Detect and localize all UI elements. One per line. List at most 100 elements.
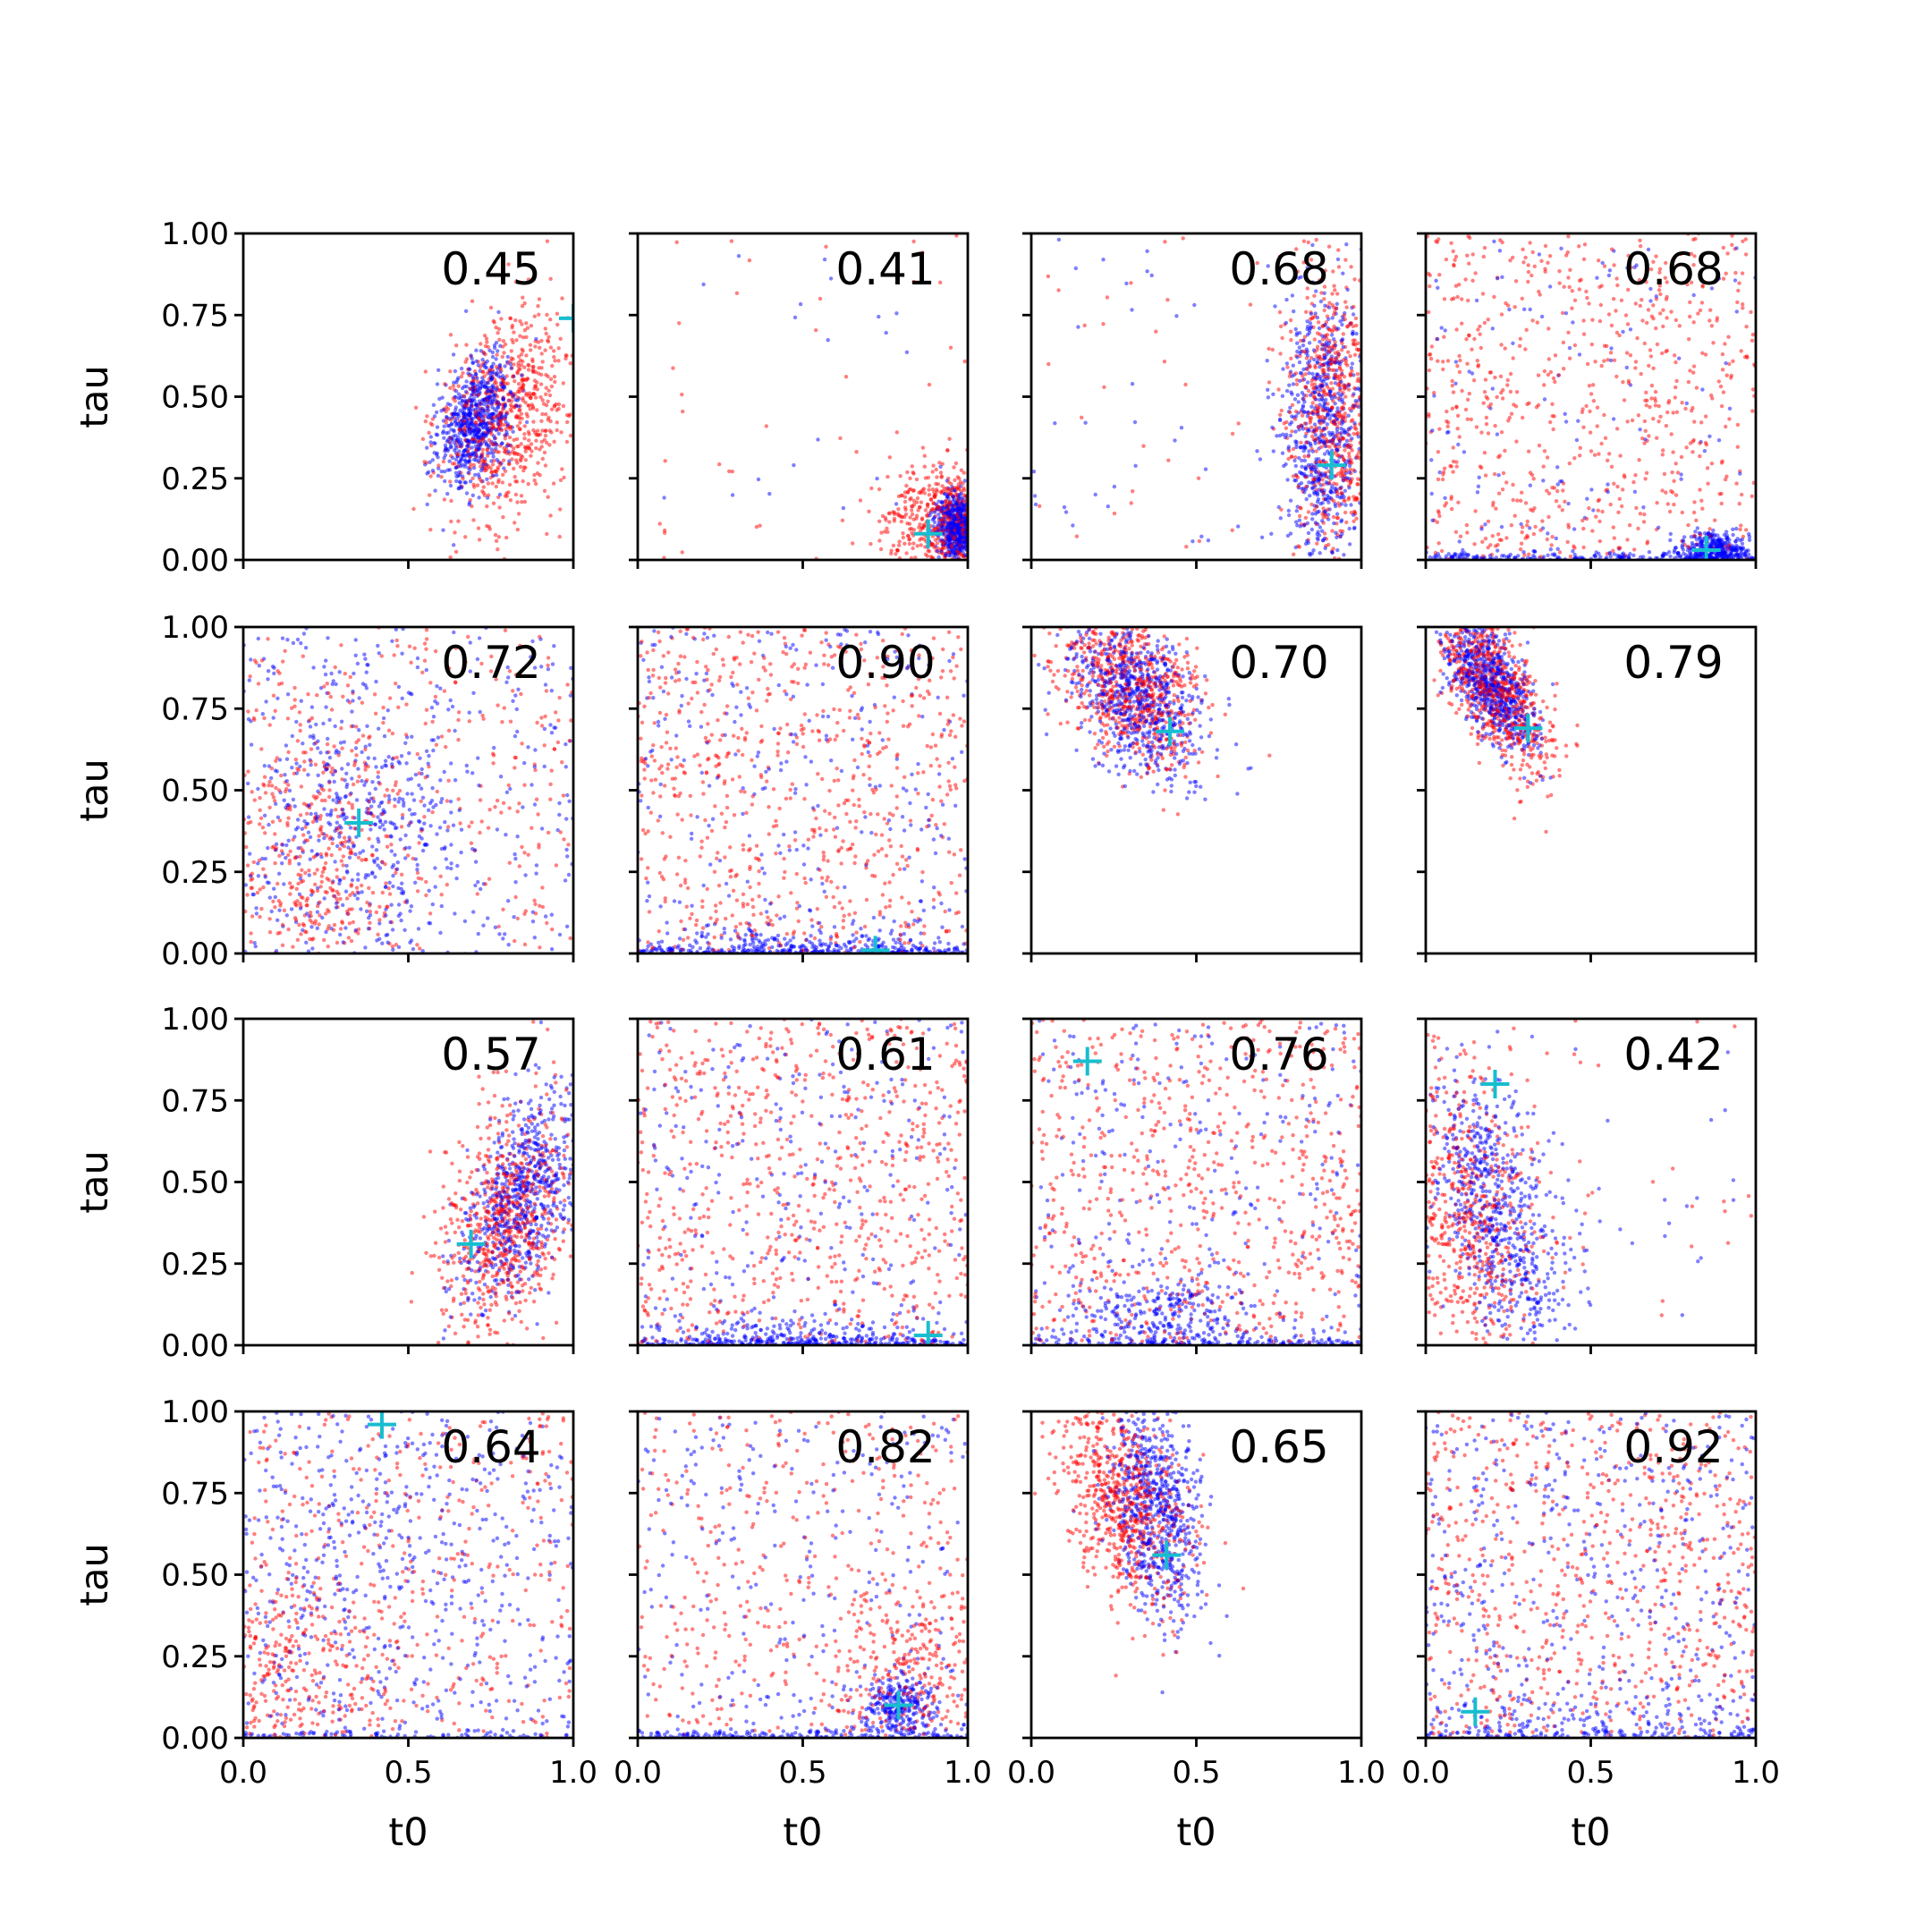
blue-sample-point	[1288, 422, 1292, 427]
red-sample-point	[519, 442, 523, 446]
blue-sample-point	[1298, 370, 1303, 376]
red-sample-point	[1314, 449, 1318, 453]
red-sample-point	[1290, 402, 1295, 407]
red-sample-point	[1314, 436, 1319, 441]
red-sample-point	[927, 483, 932, 488]
red-sample-point	[1453, 530, 1459, 534]
red-sample-point	[553, 359, 557, 363]
red-sample-point	[1689, 280, 1694, 284]
blue-sample-point	[446, 447, 451, 452]
red-sample-point	[448, 386, 453, 390]
red-sample-point	[516, 512, 521, 516]
red-sample-point	[1724, 373, 1729, 377]
red-sample-point	[461, 477, 465, 481]
blue-sample-point	[497, 362, 503, 368]
blue-sample-point	[474, 359, 479, 364]
red-sample-point	[516, 363, 521, 369]
red-sample-point	[497, 505, 502, 510]
red-sample-point	[512, 446, 516, 451]
red-sample-point	[1525, 519, 1530, 524]
red-sample-point	[934, 467, 938, 472]
blue-sample-point	[463, 453, 468, 459]
red-sample-point	[935, 489, 940, 494]
blue-sample-point	[1559, 246, 1563, 250]
panel-score-label: 0.45	[441, 243, 540, 295]
red-sample-point	[526, 368, 531, 372]
red-sample-point	[1326, 480, 1332, 486]
red-sample-point	[1653, 396, 1657, 401]
red-sample-point	[1487, 404, 1491, 409]
red-sample-point	[1355, 372, 1360, 377]
red-sample-point	[880, 513, 886, 519]
red-sample-point	[1589, 342, 1595, 347]
red-sample-point	[911, 470, 915, 475]
red-sample-point	[550, 363, 555, 369]
red-sample-point	[851, 541, 855, 546]
red-sample-point	[1313, 314, 1318, 318]
blue-sample-point	[1679, 477, 1683, 481]
red-sample-point	[513, 379, 517, 384]
red-sample-point	[1321, 347, 1326, 352]
red-sample-point	[1129, 501, 1133, 505]
red-sample-point	[537, 433, 541, 437]
red-sample-point	[509, 444, 513, 448]
blue-sample-point	[462, 464, 467, 469]
red-sample-point	[448, 479, 453, 484]
blue-sample-point	[475, 402, 479, 407]
blue-sample-point	[1546, 553, 1550, 557]
blue-sample-point	[461, 432, 466, 436]
blue-sample-point	[1269, 531, 1274, 536]
blue-sample-point	[460, 399, 465, 403]
red-sample-point	[1651, 303, 1656, 308]
red-sample-point	[1276, 387, 1281, 392]
red-sample-point	[1278, 324, 1284, 329]
red-sample-point	[524, 393, 529, 397]
red-sample-point	[470, 299, 475, 303]
blue-sample-point	[952, 503, 956, 507]
blue-sample-point	[944, 511, 949, 516]
red-sample-point	[504, 535, 509, 540]
blue-sample-point	[496, 349, 500, 353]
red-sample-point	[526, 277, 531, 282]
blue-sample-point	[1336, 459, 1341, 463]
red-sample-point	[1347, 496, 1352, 500]
red-sample-point	[537, 366, 541, 370]
blue-sample-point	[480, 408, 485, 413]
blue-sample-point	[1322, 402, 1326, 406]
red-sample-point	[1455, 413, 1461, 418]
red-sample-point	[1342, 358, 1346, 362]
blue-sample-point	[1320, 394, 1326, 398]
blue-sample-point	[436, 473, 441, 478]
red-sample-point	[911, 503, 917, 507]
blue-sample-point	[730, 493, 735, 497]
blue-sample-point	[1295, 523, 1300, 528]
blue-sample-point	[1335, 257, 1341, 262]
red-sample-point	[1183, 382, 1188, 387]
blue-sample-point	[1320, 519, 1325, 523]
red-sample-point	[552, 439, 556, 444]
red-sample-point	[1340, 341, 1344, 345]
scatter-panel: 0.68	[1022, 232, 1363, 569]
blue-sample-point	[1341, 419, 1345, 425]
blue-sample-point	[1306, 530, 1311, 536]
red-sample-point	[527, 432, 531, 436]
blue-sample-point	[505, 354, 510, 360]
blue-sample-point	[1282, 463, 1286, 469]
blue-sample-point	[1343, 503, 1348, 507]
blue-sample-point	[1338, 319, 1343, 324]
red-sample-point	[506, 262, 511, 267]
red-sample-point	[1230, 528, 1234, 532]
red-sample-point	[1331, 399, 1335, 403]
red-sample-point	[549, 384, 555, 389]
blue-sample-point	[451, 411, 455, 416]
red-sample-point	[1614, 276, 1619, 281]
blue-sample-point	[1312, 303, 1317, 308]
red-sample-point	[1657, 278, 1662, 283]
blue-sample-point	[1335, 442, 1339, 447]
red-sample-point	[1743, 252, 1749, 257]
red-sample-point	[1352, 277, 1357, 282]
red-sample-point	[1480, 539, 1485, 544]
red-sample-point	[558, 336, 563, 341]
blue-sample-point	[1297, 360, 1302, 365]
red-sample-point	[1654, 254, 1658, 258]
